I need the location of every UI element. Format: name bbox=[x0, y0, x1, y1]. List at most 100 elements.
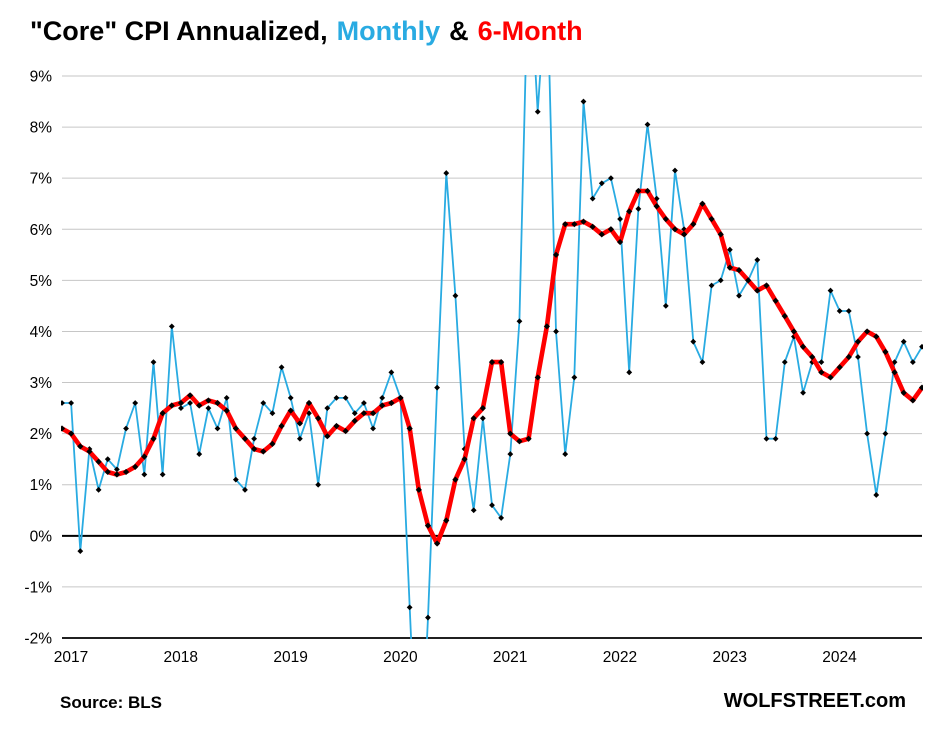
data-point-marker bbox=[845, 308, 852, 314]
y-tick-label: 5% bbox=[30, 273, 53, 290]
data-point-marker bbox=[671, 226, 679, 233]
data-point-marker bbox=[735, 267, 743, 274]
x-tick-label: 2018 bbox=[164, 649, 198, 666]
data-point-marker bbox=[644, 187, 651, 195]
data-point-marker bbox=[598, 231, 605, 238]
data-point-marker bbox=[653, 203, 660, 210]
data-point-marker bbox=[333, 394, 340, 401]
data-point-marker bbox=[214, 399, 221, 407]
data-point-marker bbox=[672, 167, 678, 174]
data-point-marker bbox=[882, 430, 889, 437]
data-point-marker bbox=[388, 399, 395, 407]
data-point-marker bbox=[836, 364, 843, 371]
data-point-marker bbox=[562, 451, 569, 457]
data-point-marker bbox=[68, 400, 75, 406]
data-point-marker bbox=[296, 435, 303, 442]
data-point-marker bbox=[598, 180, 605, 187]
data-point-marker bbox=[919, 343, 923, 350]
data-point-marker bbox=[61, 400, 65, 406]
data-point-marker bbox=[196, 451, 203, 457]
data-point-marker bbox=[854, 338, 862, 345]
data-point-marker bbox=[900, 389, 907, 396]
data-point-marker bbox=[772, 297, 779, 304]
data-point-marker bbox=[836, 308, 843, 314]
data-point-marker bbox=[406, 425, 413, 432]
data-point-marker bbox=[397, 394, 404, 401]
data-point-marker bbox=[754, 287, 761, 294]
data-point-marker bbox=[61, 425, 66, 432]
x-tick-label: 2021 bbox=[493, 649, 527, 666]
data-point-marker bbox=[662, 215, 669, 223]
data-point-marker bbox=[507, 451, 514, 457]
data-point-marker bbox=[498, 515, 505, 521]
data-point-marker bbox=[415, 486, 422, 493]
data-point-marker bbox=[818, 359, 825, 366]
data-point-marker bbox=[351, 417, 358, 424]
data-point-marker bbox=[168, 402, 175, 409]
data-point-marker bbox=[214, 425, 221, 432]
data-point-marker bbox=[379, 394, 386, 401]
x-tick-label: 2022 bbox=[603, 649, 637, 666]
data-point-marker bbox=[205, 405, 212, 411]
data-point-marker bbox=[278, 422, 285, 430]
x-tick-label: 2023 bbox=[712, 649, 746, 666]
data-point-marker bbox=[873, 492, 880, 498]
data-point-marker bbox=[772, 435, 779, 442]
data-point-marker bbox=[452, 292, 459, 299]
data-point-marker bbox=[580, 218, 587, 225]
data-point-marker bbox=[909, 397, 916, 404]
data-point-marker bbox=[479, 404, 486, 412]
source-label: Source: BLS bbox=[60, 693, 163, 712]
data-point-marker bbox=[68, 430, 75, 437]
data-point-marker bbox=[580, 98, 587, 105]
data-point-marker bbox=[186, 392, 194, 399]
data-point-marker bbox=[434, 384, 441, 391]
data-point-marker bbox=[552, 251, 560, 258]
data-point-marker bbox=[287, 394, 294, 401]
data-point-marker bbox=[122, 468, 130, 476]
data-point-marker bbox=[141, 453, 148, 460]
x-tick-label: 2017 bbox=[54, 649, 88, 666]
data-point-marker bbox=[342, 394, 349, 401]
data-point-marker bbox=[443, 170, 450, 176]
data-point-marker bbox=[241, 435, 249, 442]
data-point-marker bbox=[461, 456, 468, 463]
data-point-marker bbox=[434, 540, 441, 547]
y-tick-label: 9% bbox=[30, 69, 53, 86]
data-point-marker bbox=[95, 486, 102, 493]
y-tick-label: 2% bbox=[30, 426, 53, 443]
data-point-marker bbox=[708, 215, 715, 223]
y-tick-label: 6% bbox=[30, 222, 53, 239]
data-point-marker bbox=[882, 348, 889, 355]
data-point-marker bbox=[690, 221, 697, 228]
data-point-marker bbox=[589, 195, 596, 202]
data-point-marker bbox=[187, 400, 193, 406]
data-point-marker bbox=[617, 216, 623, 222]
data-point-marker bbox=[278, 364, 285, 371]
data-point-marker bbox=[287, 407, 294, 414]
data-point-marker bbox=[745, 277, 752, 284]
monthly-markers bbox=[61, 98, 923, 621]
x-tick-label: 2024 bbox=[822, 649, 857, 666]
data-point-marker bbox=[626, 208, 633, 215]
data-point-marker bbox=[726, 246, 733, 253]
data-point-marker bbox=[562, 221, 569, 228]
data-point-marker bbox=[690, 338, 697, 345]
data-point-marker bbox=[708, 282, 715, 289]
data-point-marker bbox=[534, 374, 541, 381]
watermark: WOLFSTREET.com bbox=[723, 690, 906, 712]
y-tick-label: 1% bbox=[30, 477, 53, 494]
six-month-line bbox=[61, 188, 923, 546]
x-tick-label: 2020 bbox=[383, 649, 418, 666]
data-point-marker bbox=[177, 399, 185, 407]
data-point-marker bbox=[635, 205, 642, 212]
data-point-marker bbox=[571, 374, 578, 381]
data-point-marker bbox=[790, 328, 798, 335]
data-point-marker bbox=[717, 277, 724, 284]
data-point-marker bbox=[717, 231, 724, 238]
y-tick-label: 0% bbox=[30, 528, 53, 545]
data-point-marker bbox=[406, 604, 413, 611]
data-point-marker bbox=[178, 405, 184, 411]
data-point-marker bbox=[232, 425, 239, 432]
data-point-marker bbox=[873, 333, 880, 340]
